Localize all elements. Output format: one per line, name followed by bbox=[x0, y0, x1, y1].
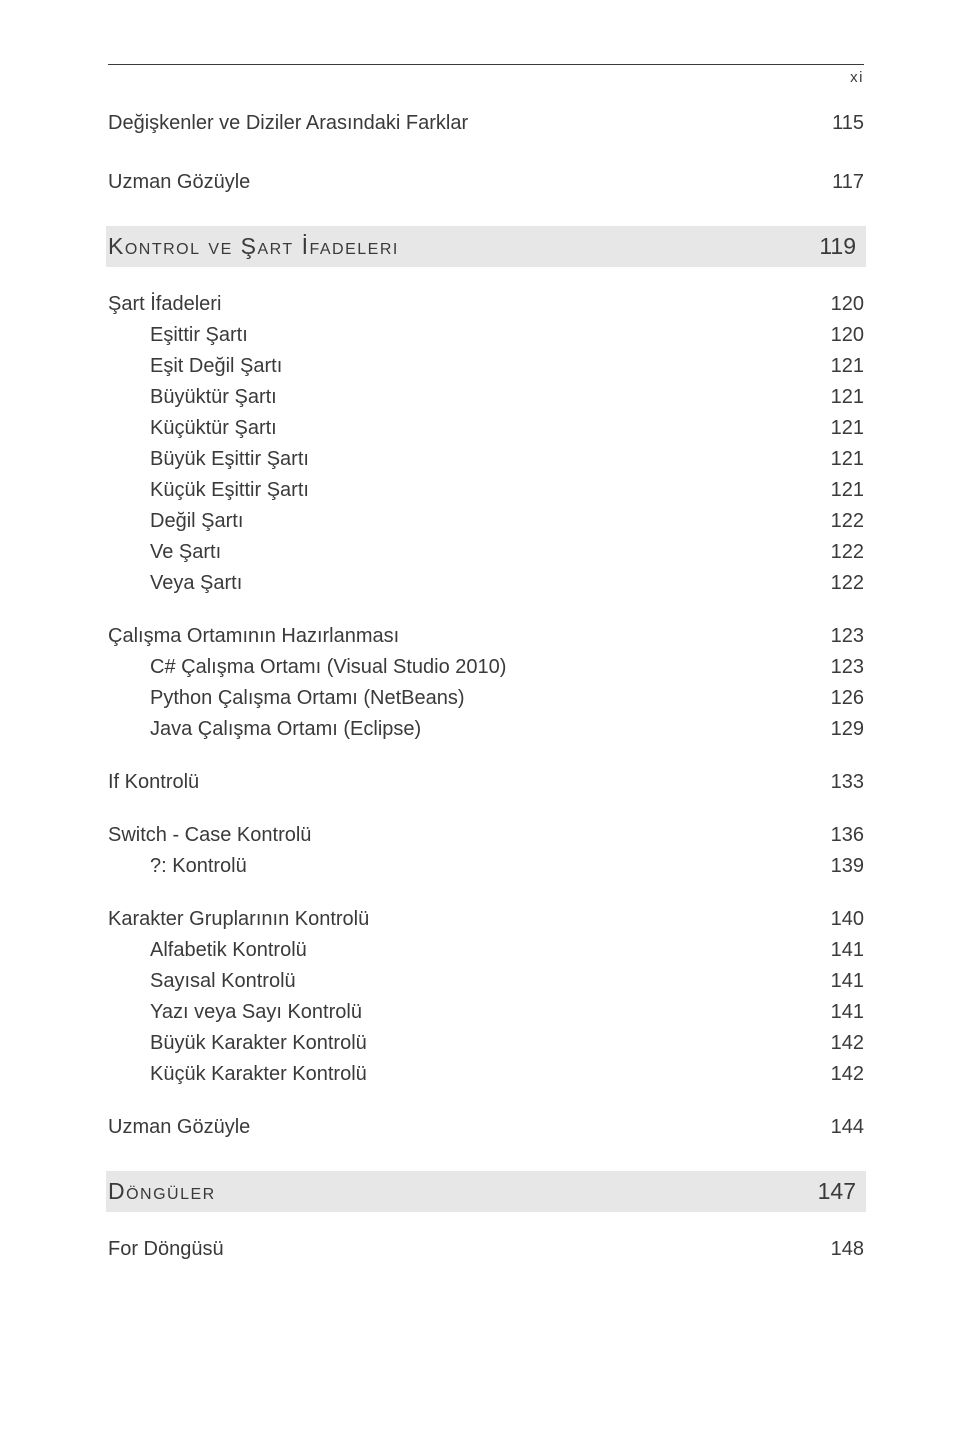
toc-entry-label: Büyük Eşittir Şartı bbox=[150, 444, 309, 475]
toc-entry: Alfabetik Kontrolü 141 bbox=[108, 935, 864, 966]
toc-entry-label: Uzman Gözüyle bbox=[108, 167, 250, 198]
toc-entry: Küçük Eşittir Şartı 121 bbox=[108, 475, 864, 506]
toc-entry: Eşittir Şartı 120 bbox=[108, 320, 864, 351]
toc-entry-page: 121 bbox=[831, 413, 864, 444]
toc-entry-page: 141 bbox=[831, 935, 864, 966]
toc-entry: Küçük Karakter Kontrolü 142 bbox=[108, 1059, 864, 1090]
toc-entry-page: 133 bbox=[831, 767, 864, 798]
toc-section-heading: Kontrol ve Şart İfadeleri 119 bbox=[106, 226, 866, 267]
toc-entry-label: Ve Şartı bbox=[150, 537, 221, 568]
toc-entry-label: Python Çalışma Ortamı (NetBeans) bbox=[150, 683, 465, 714]
toc-entry-label: Küçük Eşittir Şartı bbox=[150, 475, 309, 506]
toc-entry-page: 121 bbox=[831, 444, 864, 475]
toc-entry: Veya Şartı 122 bbox=[108, 568, 864, 599]
toc-entry: Yazı veya Sayı Kontrolü 141 bbox=[108, 997, 864, 1028]
toc-entry-label: For Döngüsü bbox=[108, 1234, 224, 1265]
toc-entry-label: Büyüktür Şartı bbox=[150, 382, 277, 413]
toc-entry-page: 140 bbox=[831, 904, 864, 935]
toc-entry-label: If Kontrolü bbox=[108, 767, 199, 798]
toc-entry: Uzman Gözüyle 144 bbox=[108, 1112, 864, 1143]
toc-entry-page: 121 bbox=[831, 475, 864, 506]
toc-entry: Şart İfadeleri 120 bbox=[108, 289, 864, 320]
toc-entry-page: 142 bbox=[831, 1059, 864, 1090]
toc-entry-label: Karakter Gruplarının Kontrolü bbox=[108, 904, 369, 935]
toc-entry: C# Çalışma Ortamı (Visual Studio 2010) 12… bbox=[108, 652, 864, 683]
toc-entry-page: 129 bbox=[831, 714, 864, 745]
toc-entry: Ve Şartı 122 bbox=[108, 537, 864, 568]
toc-entry-page: 120 bbox=[831, 320, 864, 351]
toc-entry-page: 117 bbox=[832, 167, 864, 198]
toc-entry-page: 123 bbox=[831, 652, 864, 683]
toc-entry-label: Şart İfadeleri bbox=[108, 289, 221, 320]
toc-entry-label: Eşittir Şartı bbox=[150, 320, 248, 351]
toc-entry-label: Büyük Karakter Kontrolü bbox=[150, 1028, 367, 1059]
toc-entry: Büyük Eşittir Şartı 121 bbox=[108, 444, 864, 475]
toc-entry-page: 122 bbox=[831, 568, 864, 599]
toc-entry-label: Veya Şartı bbox=[150, 568, 242, 599]
toc-entry-page: 123 bbox=[831, 621, 864, 652]
toc-entry-page: 115 bbox=[832, 108, 864, 139]
toc-entry: Karakter Gruplarının Kontrolü 140 bbox=[108, 904, 864, 935]
toc-entry-page: 121 bbox=[831, 382, 864, 413]
toc-entry-page: 121 bbox=[831, 351, 864, 382]
toc-entry-page: 142 bbox=[831, 1028, 864, 1059]
toc-entry: Değişkenler ve Diziler Arasındaki Farkla… bbox=[108, 108, 864, 139]
top-rule bbox=[108, 64, 864, 65]
toc-section-label: Döngüler bbox=[108, 1178, 216, 1205]
table-of-contents: Değişkenler ve Diziler Arasındaki Farkla… bbox=[108, 108, 864, 1265]
toc-entry-label: Değil Şartı bbox=[150, 506, 243, 537]
toc-entry: If Kontrolü 133 bbox=[108, 767, 864, 798]
toc-entry-page: 141 bbox=[831, 966, 864, 997]
toc-entry: Büyük Karakter Kontrolü 142 bbox=[108, 1028, 864, 1059]
toc-entry-page: 122 bbox=[831, 537, 864, 568]
toc-entry: Sayısal Kontrolü 141 bbox=[108, 966, 864, 997]
toc-entry: Python Çalışma Ortamı (NetBeans) 126 bbox=[108, 683, 864, 714]
toc-section-page: 119 bbox=[819, 233, 856, 260]
toc-entry-page: 122 bbox=[831, 506, 864, 537]
toc-entry-label: Yazı veya Sayı Kontrolü bbox=[150, 997, 362, 1028]
toc-entry: Switch - Case Kontrolü 136 bbox=[108, 820, 864, 851]
toc-entry: Küçüktür Şartı 121 bbox=[108, 413, 864, 444]
toc-entry-label: C# Çalışma Ortamı (Visual Studio 2010) bbox=[150, 652, 506, 683]
toc-entry-label: Uzman Gözüyle bbox=[108, 1112, 250, 1143]
toc-entry-label: Eşit Değil Şartı bbox=[150, 351, 282, 382]
toc-entry: Büyüktür Şartı 121 bbox=[108, 382, 864, 413]
toc-entry: Eşit Değil Şartı 121 bbox=[108, 351, 864, 382]
toc-entry-page: 126 bbox=[831, 683, 864, 714]
toc-entry-label: Alfabetik Kontrolü bbox=[150, 935, 307, 966]
toc-entry: Değil Şartı 122 bbox=[108, 506, 864, 537]
toc-entry: For Döngüsü 148 bbox=[108, 1234, 864, 1265]
toc-entry-page: 120 bbox=[831, 289, 864, 320]
toc-entry-label: Sayısal Kontrolü bbox=[150, 966, 296, 997]
toc-entry-label: ?: Kontrolü bbox=[150, 851, 247, 882]
header-roman-numeral: xi bbox=[108, 69, 864, 86]
toc-entry-label: Küçük Karakter Kontrolü bbox=[150, 1059, 367, 1090]
toc-section-label: Kontrol ve Şart İfadeleri bbox=[108, 233, 399, 260]
toc-section-heading: Döngüler 147 bbox=[106, 1171, 866, 1212]
toc-entry-label: Java Çalışma Ortamı (Eclipse) bbox=[150, 714, 421, 745]
toc-entry-page: 139 bbox=[831, 851, 864, 882]
toc-entry-page: 136 bbox=[831, 820, 864, 851]
toc-entry-label: Switch - Case Kontrolü bbox=[108, 820, 311, 851]
toc-entry-label: Küçüktür Şartı bbox=[150, 413, 277, 444]
toc-entry-label: Değişkenler ve Diziler Arasındaki Farkla… bbox=[108, 108, 468, 139]
toc-entry: Uzman Gözüyle 117 bbox=[108, 167, 864, 198]
toc-entry: Çalışma Ortamının Hazırlanması 123 bbox=[108, 621, 864, 652]
toc-entry-page: 141 bbox=[831, 997, 864, 1028]
toc-entry-page: 148 bbox=[831, 1234, 864, 1265]
toc-entry-label: Çalışma Ortamının Hazırlanması bbox=[108, 621, 399, 652]
toc-entry: ?: Kontrolü 139 bbox=[108, 851, 864, 882]
toc-entry: Java Çalışma Ortamı (Eclipse) 129 bbox=[108, 714, 864, 745]
toc-entry-page: 144 bbox=[831, 1112, 864, 1143]
toc-section-page: 147 bbox=[818, 1178, 856, 1205]
